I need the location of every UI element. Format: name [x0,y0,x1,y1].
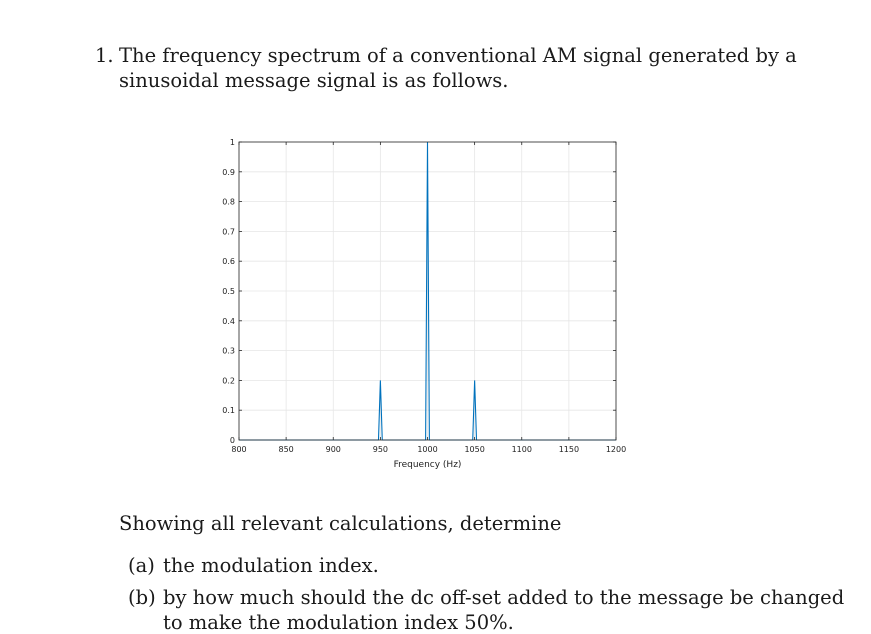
y-tick-label: 0.7 [222,227,235,236]
x-tick-label: 1100 [512,445,532,454]
y-tick-label: 0.4 [222,317,235,326]
item-b-text-line-2: to make the modulation index 50%. [163,611,514,634]
item-b-text-line-1: by how much should the dc off-set added … [163,586,845,609]
x-tick-label: 850 [278,445,293,454]
item-a-text: the modulation index. [163,554,379,577]
x-tick-label: 1050 [464,445,484,454]
chart-tick-labels: 800 850 900 950 1000 1050 1100 1150 1200 0 0.1 0.2 0… [222,138,626,454]
x-tick-label: 1000 [417,445,437,454]
y-tick-label: 0.1 [222,406,235,415]
item-a-label: (a) [128,554,155,577]
y-tick-label: 0.3 [222,347,235,356]
x-tick-label: 1200 [606,445,626,454]
y-tick-label: 0.6 [222,257,235,266]
y-tick-label: 0.9 [222,168,235,177]
question-line-1: The frequency spectrum of a conventional… [119,44,797,67]
y-tick-label: 0.2 [222,376,235,385]
x-tick-label: 950 [373,445,388,454]
question-number: 1. [95,44,114,67]
x-axis-label: Frequency (Hz) [394,460,462,470]
x-tick-label: 800 [231,445,246,454]
instructions-intro: Showing all relevant calculations, deter… [119,512,562,535]
item-b-label: (b) [128,586,156,609]
axes-box [238,141,617,441]
y-tick-label: 0 [230,436,235,445]
question-line-2: sinusoidal message signal is as follows. [119,69,509,92]
y-tick-label: 0.5 [222,287,235,296]
y-tick-label: 1 [230,138,235,147]
x-tick-label: 1150 [559,445,579,454]
y-tick-label: 0.8 [222,198,235,207]
x-tick-label: 900 [326,445,341,454]
